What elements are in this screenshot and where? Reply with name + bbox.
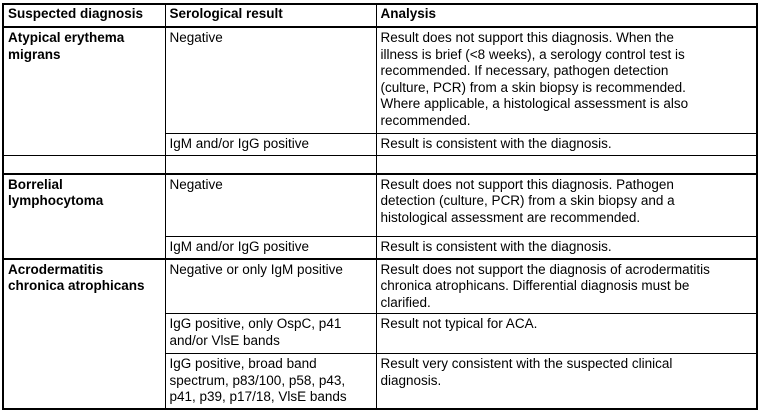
analysis-cell: Result not typical for ACA. (375, 313, 758, 354)
table-row: Acrodermatitis chronica atrophicans Nega… (2, 257, 758, 409)
analysis-cell: Result very consistent with the suspecte… (375, 353, 758, 409)
table-row: IgG positive, broad band spectrum, p83/1… (3, 353, 758, 409)
serology-cell: Negative (164, 172, 377, 237)
serology-cell: IgG positive, broad band spectrum, p83/1… (164, 353, 377, 409)
col-header-analysis: Analysis (375, 3, 758, 28)
analysis-cell: Result does not support this diagnosis. … (375, 26, 758, 134)
spacer-cell (2, 154, 166, 175)
spacer-cell (375, 154, 758, 175)
serology-cell: IgM and/or IgG positive (164, 236, 377, 259)
table-row: IgM and/or IgG positive Result is consis… (3, 132, 758, 156)
col-header-serological-result: Serological result (164, 3, 377, 28)
analysis-cell: Result is consistent with the diagnosis. (375, 236, 758, 259)
analysis-cell: Result does not support this diagnosis. … (375, 172, 758, 237)
header-row: Suspected diagnosis Serological result A… (2, 3, 758, 28)
col-header-suspected-diagnosis: Suspected diagnosis (2, 3, 166, 28)
analysis-cell: Result is consistent with the diagnosis. (375, 132, 758, 156)
table-row: IgM and/or IgG positive Result is consis… (3, 236, 758, 259)
serology-cell: IgM and/or IgG positive (164, 132, 377, 156)
serology-cell: Negative or only IgM positive (164, 257, 377, 314)
table-row: IgG positive, only OspC, p41 and/or VlsE… (3, 313, 758, 354)
table-row: Atypical erythema migrans Negative Resul… (2, 26, 758, 156)
spacer-cell (164, 154, 377, 175)
table-row: Borrelial lymphocytoma Negative Result d… (2, 172, 758, 259)
diagnosis-cell-borrelial-lymphocytoma: Borrelial lymphocytoma (2, 172, 166, 259)
diagnosis-cell-atypical-erythema-migrans: Atypical erythema migrans (2, 26, 166, 156)
diagnosis-cell-acrodermatitis-chronica-atrophicans: Acrodermatitis chronica atrophicans (2, 257, 166, 409)
spacer-row (2, 154, 758, 175)
serology-cell: Negative (164, 26, 377, 134)
serology-cell: IgG positive, only OspC, p41 and/or VlsE… (164, 313, 377, 354)
serology-interpretation-table: Suspected diagnosis Serological result A… (2, 3, 758, 410)
analysis-cell: Result does not support the diagnosis of… (375, 257, 758, 314)
